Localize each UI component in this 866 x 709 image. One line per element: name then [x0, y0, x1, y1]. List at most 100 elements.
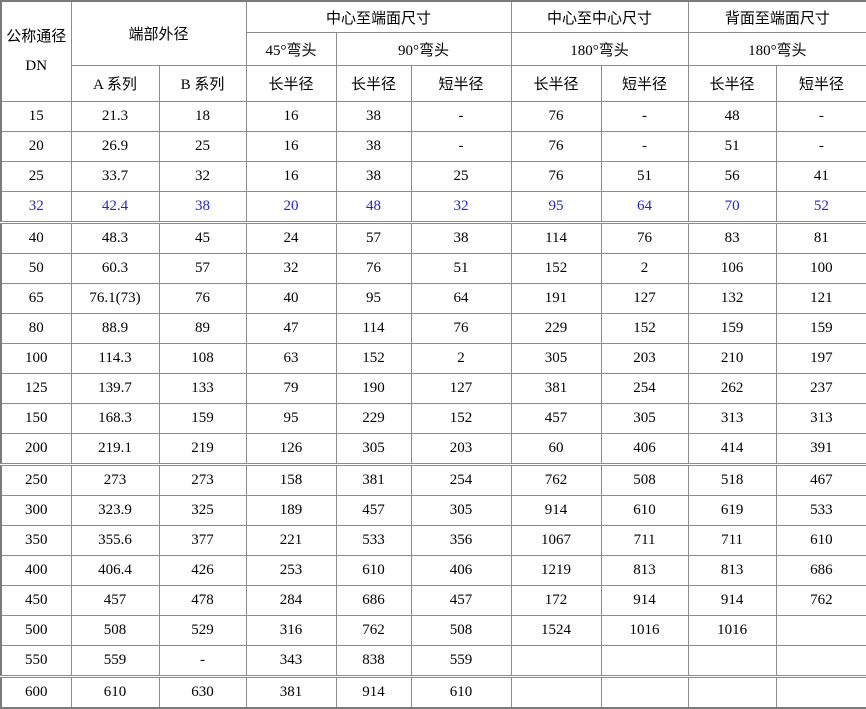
- table-row: 150 168.3 159 95 229 152 457 305 313 313: [0, 403, 866, 434]
- cell: [510, 675, 602, 709]
- cell: 914: [335, 675, 412, 709]
- cell: 83: [687, 221, 777, 254]
- table-row: 200 219.1 219 126 305 203 60 406 414 391: [0, 433, 866, 465]
- cell: 48: [335, 191, 412, 223]
- cell: -: [600, 101, 689, 132]
- cell: [687, 675, 777, 709]
- cell: 76: [510, 161, 602, 192]
- cell: 26.9: [70, 131, 160, 162]
- table-row: 15 21.3 18 16 38-76-48-: [0, 101, 866, 132]
- cell: 273: [158, 463, 247, 496]
- cell: 76: [335, 253, 412, 284]
- table-row: 500 508 529 316 762 508 1524 1016 1016: [0, 615, 866, 646]
- cell: 95: [510, 191, 602, 223]
- cell: 533: [775, 495, 866, 526]
- header-short-radius-180cc: 短半径: [600, 65, 689, 102]
- header-center-to-center: 中心至中心尺寸: [510, 0, 689, 33]
- header-elbow-180-back: 180°弯头: [687, 32, 866, 66]
- table-row: 80 88.9 89 47 114 76 229 152 159 159: [0, 313, 866, 344]
- cell: 219: [158, 433, 247, 465]
- cell: 400: [0, 555, 72, 586]
- cell: 57: [158, 253, 247, 284]
- cell: -: [158, 645, 247, 677]
- header-long-radius-90: 长半径: [335, 65, 412, 102]
- cell: 305: [600, 403, 689, 434]
- cell: 88.9: [70, 313, 160, 344]
- cell: 100: [775, 253, 866, 284]
- cell: [600, 645, 689, 677]
- cell: 457: [510, 403, 602, 434]
- cell: 32: [0, 191, 72, 223]
- cell: 60: [510, 433, 602, 465]
- table-row: 32 42.4 38 20 48 32 95 64 70 52: [0, 191, 866, 223]
- cell: 610: [335, 555, 412, 586]
- cell: 16: [245, 131, 337, 162]
- cell: 508: [410, 615, 512, 646]
- cell: 40: [245, 283, 337, 314]
- header-elbow-180-center: 180°弯头: [510, 32, 689, 66]
- cell: 762: [775, 585, 866, 616]
- cell: 150: [0, 403, 72, 434]
- cell: 60.3: [70, 253, 160, 284]
- cell: 25: [158, 131, 247, 162]
- cell: 381: [510, 373, 602, 404]
- cell: 610: [600, 495, 689, 526]
- cell: 203: [410, 433, 512, 465]
- table-row: 450 457 478 284 686 457 172 914 914 762: [0, 585, 866, 616]
- cell: 95: [335, 283, 412, 314]
- cell: 237: [775, 373, 866, 404]
- cell: 619: [687, 495, 777, 526]
- cell: 221: [245, 525, 337, 556]
- table-row: 550 559-343 838 559: [0, 645, 866, 677]
- cell: 25: [0, 161, 72, 192]
- cell: [775, 615, 866, 646]
- cell: 300: [0, 495, 72, 526]
- cell: 79: [245, 373, 337, 404]
- table-row: 125 139.7 133 79 190 127 381 254 262 237: [0, 373, 866, 404]
- cell: 76: [600, 221, 689, 254]
- cell: 229: [335, 403, 412, 434]
- cell: 630: [158, 675, 247, 709]
- cell: 229: [510, 313, 602, 344]
- cell: 16: [245, 161, 337, 192]
- cell: 262: [687, 373, 777, 404]
- cell: 76: [510, 101, 602, 132]
- cell: 200: [0, 433, 72, 465]
- cell: 610: [410, 675, 512, 709]
- cell: 313: [775, 403, 866, 434]
- cell: 56: [687, 161, 777, 192]
- cell: 500: [0, 615, 72, 646]
- cell: 305: [335, 433, 412, 465]
- cell: 253: [245, 555, 337, 586]
- header-nominal-diameter-line2: DN: [25, 57, 48, 74]
- cell: 316: [245, 615, 337, 646]
- cell: 457: [335, 495, 412, 526]
- cell: 139.7: [70, 373, 160, 404]
- cell: 197: [775, 343, 866, 374]
- cell: 158: [245, 463, 337, 496]
- cell: 1067: [510, 525, 602, 556]
- cell: 64: [600, 191, 689, 223]
- cell: 126: [245, 433, 337, 465]
- cell: 1016: [687, 615, 777, 646]
- cell: 610: [775, 525, 866, 556]
- cell: 914: [510, 495, 602, 526]
- header-elbow-45: 45°弯头: [245, 32, 337, 66]
- cell: 355.6: [70, 525, 160, 556]
- cell: 38: [335, 101, 412, 132]
- cell: 76.1(73): [70, 283, 160, 314]
- header-short-radius-180be: 短半径: [775, 65, 866, 102]
- cell: 2: [600, 253, 689, 284]
- cell: 381: [245, 675, 337, 709]
- cell: -: [775, 131, 866, 162]
- cell: 45: [158, 221, 247, 254]
- cell: 76: [510, 131, 602, 162]
- cell: 152: [335, 343, 412, 374]
- cell: 518: [687, 463, 777, 496]
- cell: 813: [687, 555, 777, 586]
- cell: 210: [687, 343, 777, 374]
- cell: [600, 675, 689, 709]
- cell: 190: [335, 373, 412, 404]
- cell: 70: [687, 191, 777, 223]
- cell: 1524: [510, 615, 602, 646]
